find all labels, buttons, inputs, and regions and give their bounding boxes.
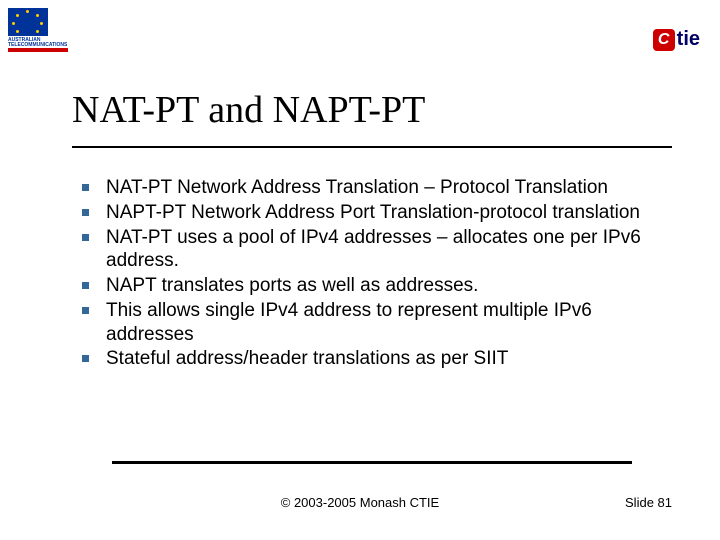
eu-flag-icon bbox=[8, 8, 48, 36]
logo-right-text: tie bbox=[677, 28, 700, 51]
list-item: NAT-PT uses a pool of IPv4 addresses – a… bbox=[78, 226, 680, 274]
logo-left-bar bbox=[8, 48, 68, 52]
content-area: NAT-PT Network Address Translation – Pro… bbox=[78, 176, 680, 372]
list-item: Stateful address/header translations as … bbox=[78, 347, 680, 371]
list-item: NAT-PT Network Address Translation – Pro… bbox=[78, 176, 680, 200]
list-item: NAPT-PT Network Address Port Translation… bbox=[78, 201, 680, 225]
logo-left-label: AUSTRALIAN TELECOMMUNICATIONS bbox=[8, 38, 68, 48]
bullet-list: NAT-PT Network Address Translation – Pro… bbox=[78, 176, 680, 371]
page-title: NAT-PT and NAPT-PT bbox=[72, 88, 425, 132]
logo-left: AUSTRALIAN TELECOMMUNICATIONS bbox=[8, 8, 68, 68]
list-item: This allows single IPv4 address to repre… bbox=[78, 299, 680, 347]
footer-slide-number: Slide 81 bbox=[625, 495, 672, 510]
footer-divider bbox=[112, 461, 632, 464]
footer-copyright: © 2003-2005 Monash CTIE bbox=[0, 495, 720, 510]
logo-right: C tie bbox=[653, 28, 700, 51]
logo-right-c-icon: C bbox=[653, 29, 675, 51]
list-item: NAPT translates ports as well as address… bbox=[78, 274, 680, 298]
title-underline bbox=[72, 146, 672, 148]
